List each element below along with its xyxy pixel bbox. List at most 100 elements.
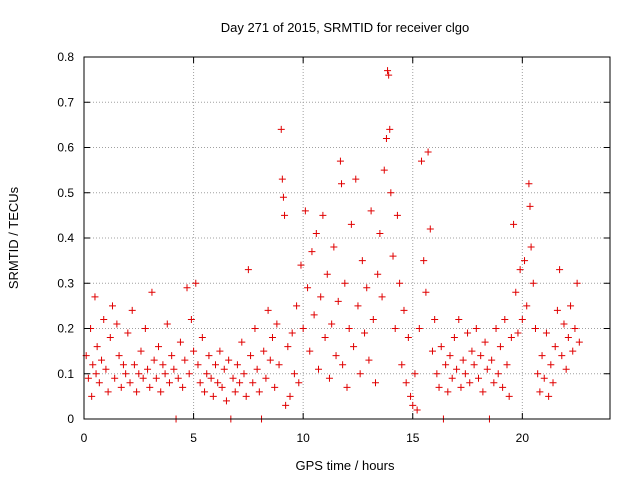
data-point — [391, 325, 399, 332]
data-point — [92, 370, 100, 378]
data-point — [281, 211, 289, 219]
data-point — [139, 374, 147, 382]
data-point — [461, 370, 469, 378]
data-point — [512, 288, 520, 296]
data-point — [516, 266, 524, 274]
data-point — [266, 356, 274, 364]
data-point — [450, 334, 458, 342]
data-point — [238, 338, 246, 346]
data-point — [201, 388, 209, 396]
data-point — [304, 284, 312, 292]
data-point — [549, 379, 557, 387]
grid-lines — [84, 57, 610, 419]
data-point — [409, 401, 417, 409]
data-point — [126, 379, 134, 387]
x-tick-label: 20 — [516, 431, 530, 445]
y-tick-label: 0.6 — [57, 141, 74, 155]
data-point — [152, 374, 160, 382]
y-tick-label: 0.2 — [57, 322, 74, 336]
data-point — [253, 365, 261, 373]
data-point — [209, 392, 217, 400]
data-point — [444, 388, 452, 396]
data-point — [442, 361, 450, 369]
chart-title: Day 271 of 2015, SRMTID for receiver clg… — [221, 20, 470, 35]
data-point — [144, 365, 152, 373]
data-point — [181, 356, 189, 364]
y-axis-label: SRMTID / TECUs — [6, 186, 21, 289]
y-tick-label: 0 — [67, 412, 74, 426]
data-point — [501, 315, 509, 323]
data-point — [448, 374, 456, 382]
data-point — [553, 306, 561, 314]
data-point — [225, 356, 233, 364]
data-point — [466, 379, 474, 387]
data-point — [244, 266, 252, 274]
data-point — [222, 397, 230, 405]
data-point — [141, 325, 149, 332]
data-point — [190, 347, 198, 355]
data-point — [562, 365, 570, 373]
data-point — [332, 352, 340, 360]
data-point — [387, 189, 395, 197]
data-point — [93, 343, 101, 351]
data-point — [216, 347, 224, 355]
data-point — [426, 225, 434, 233]
data-point — [347, 220, 355, 228]
data-point — [446, 352, 454, 360]
data-point — [483, 365, 491, 373]
data-point — [496, 343, 504, 351]
data-point — [453, 365, 461, 373]
data-point — [521, 257, 529, 265]
data-point — [255, 388, 263, 396]
data-point — [275, 361, 283, 369]
data-point — [88, 392, 96, 400]
data-point — [431, 315, 439, 323]
data-point — [117, 383, 125, 391]
data-point — [551, 343, 559, 351]
data-point — [380, 166, 388, 174]
data-point — [428, 347, 436, 355]
data-point — [503, 361, 511, 369]
y-tick-label: 0.3 — [57, 276, 74, 290]
data-point — [273, 320, 281, 328]
data-point — [437, 343, 445, 351]
data-point — [547, 361, 555, 369]
x-tick-label: 10 — [296, 431, 310, 445]
y-tick-label: 0.4 — [57, 231, 74, 245]
data-point — [558, 352, 566, 360]
data-point — [457, 383, 465, 391]
x-axis-ticks: 0 5 10 15 20 — [81, 57, 530, 445]
data-point — [111, 374, 119, 382]
data-point — [415, 325, 423, 332]
data-point — [102, 365, 110, 373]
data-point — [529, 279, 537, 287]
data-point — [343, 383, 351, 391]
data-point — [315, 365, 323, 373]
data-point — [400, 306, 408, 314]
data-point — [492, 325, 500, 332]
data-point — [358, 257, 366, 265]
y-tick-label: 0.5 — [57, 186, 74, 200]
data-point — [396, 279, 404, 287]
data-point — [356, 370, 364, 378]
data-point — [536, 388, 544, 396]
data-point — [367, 207, 375, 215]
data-point — [176, 338, 184, 346]
data-point — [137, 347, 145, 355]
y-tick-label: 0.8 — [57, 50, 74, 64]
data-point — [306, 347, 314, 355]
data-point — [124, 329, 132, 337]
data-point — [279, 193, 287, 201]
data-point — [163, 320, 171, 328]
data-point — [433, 370, 441, 378]
data-point — [308, 248, 316, 256]
data-point — [538, 352, 546, 360]
data-point — [247, 352, 255, 360]
data-point — [288, 329, 296, 337]
data-point — [542, 329, 550, 337]
data-point — [146, 383, 154, 391]
data-point — [155, 343, 163, 351]
x-tick-label: 0 — [81, 431, 88, 445]
data-point — [106, 334, 114, 342]
